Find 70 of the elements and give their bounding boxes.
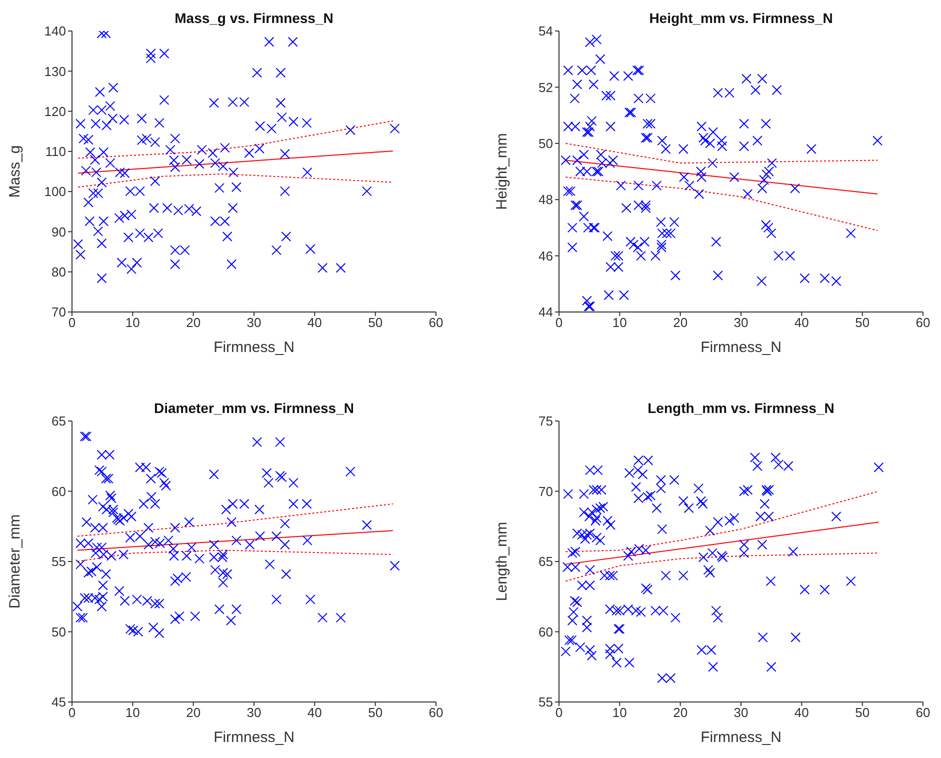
y-tick-label: 60 xyxy=(52,484,66,499)
x-tick-label: 10 xyxy=(612,705,627,720)
line-series xyxy=(565,490,880,552)
y-tick-label: 48 xyxy=(538,192,553,208)
x-axis-title: Firmness_N xyxy=(700,729,782,746)
x-tick-label: 10 xyxy=(125,315,140,330)
y-axis-title: Height_mm xyxy=(493,133,510,210)
chart-title: Height_mm vs. Firmness_N xyxy=(648,10,834,26)
y-tick-label: 50 xyxy=(52,624,66,640)
x-tick-label: 50 xyxy=(855,705,870,720)
x-tick-label: 30 xyxy=(246,705,262,720)
x-tick-label: 0 xyxy=(555,315,563,330)
x-tick-label: 30 xyxy=(734,705,748,720)
x-tick-label: 40 xyxy=(794,705,809,720)
y-tick-label: 65 xyxy=(538,554,553,570)
x-tick-label: 60 xyxy=(428,705,444,720)
y-axis-title: Diameter_mm xyxy=(6,514,24,609)
x-tick-label: 30 xyxy=(734,315,748,330)
x-tick-label: 50 xyxy=(368,315,383,330)
chart-title: Length_mm vs. Firmness_N xyxy=(646,400,836,416)
y-tick-label: 55 xyxy=(538,694,553,710)
y-tick-label: 80 xyxy=(52,264,66,280)
y-tick-label: 100 xyxy=(44,184,66,200)
line-series xyxy=(76,550,394,562)
x-tick-label: 0 xyxy=(68,705,76,720)
x-tick-label: 30 xyxy=(246,315,262,330)
y-tick-label: 90 xyxy=(52,224,66,240)
x-tick-label: 20 xyxy=(186,705,201,720)
y-tick-label: 65 xyxy=(52,414,66,429)
x-tick-label: 0 xyxy=(68,315,76,330)
line-series xyxy=(565,552,880,582)
x-tick-label: 50 xyxy=(855,315,870,330)
chart-title: Mass_g vs. Firmness_N xyxy=(174,10,334,26)
line-series xyxy=(78,173,394,188)
x-tick-label: 0 xyxy=(555,705,563,720)
y-tick-label: 46 xyxy=(538,248,553,264)
y-tick-label: 75 xyxy=(538,414,553,429)
x-tick-label: 50 xyxy=(368,705,383,720)
x-axis-title: Firmness_N xyxy=(214,339,294,356)
x-tick-label: 20 xyxy=(673,705,688,720)
y-axis-title: Length_mm xyxy=(493,522,510,602)
y-tick-label: 45 xyxy=(52,694,66,710)
y-tick-label: 52 xyxy=(538,80,553,95)
y-tick-label: 70 xyxy=(52,304,66,320)
line-series xyxy=(78,120,394,159)
x-tick-label: 40 xyxy=(794,315,809,330)
y-tick-label: 110 xyxy=(45,144,66,160)
y-tick-label: 50 xyxy=(538,136,553,152)
y-tick-label: 120 xyxy=(44,104,66,119)
y-tick-label: 140 xyxy=(44,24,66,39)
y-tick-label: 54 xyxy=(538,24,553,39)
y-tick-label: 70 xyxy=(538,484,553,499)
y-tick-label: 55 xyxy=(52,554,66,570)
x-tick-label: 60 xyxy=(916,705,930,720)
line-series xyxy=(565,176,878,232)
y-axis-title: Mass_g xyxy=(6,145,24,198)
chart-title: Diameter_mm vs. Firmness_N xyxy=(153,400,355,416)
x-tick-label: 60 xyxy=(428,315,444,330)
y-tick-label: 44 xyxy=(538,304,553,320)
x-tick-label: 20 xyxy=(186,315,201,330)
x-tick-label: 40 xyxy=(307,705,322,720)
y-tick-label: 130 xyxy=(44,64,66,79)
x-tick-label: 60 xyxy=(916,315,930,330)
x-tick-label: 10 xyxy=(125,705,140,720)
x-tick-label: 40 xyxy=(307,315,322,330)
x-tick-label: 20 xyxy=(673,315,688,330)
x-axis-title: Firmness_N xyxy=(700,339,782,356)
x-tick-label: 10 xyxy=(612,315,627,330)
x-axis-title: Firmness_N xyxy=(214,729,294,746)
y-tick-label: 60 xyxy=(538,624,553,640)
